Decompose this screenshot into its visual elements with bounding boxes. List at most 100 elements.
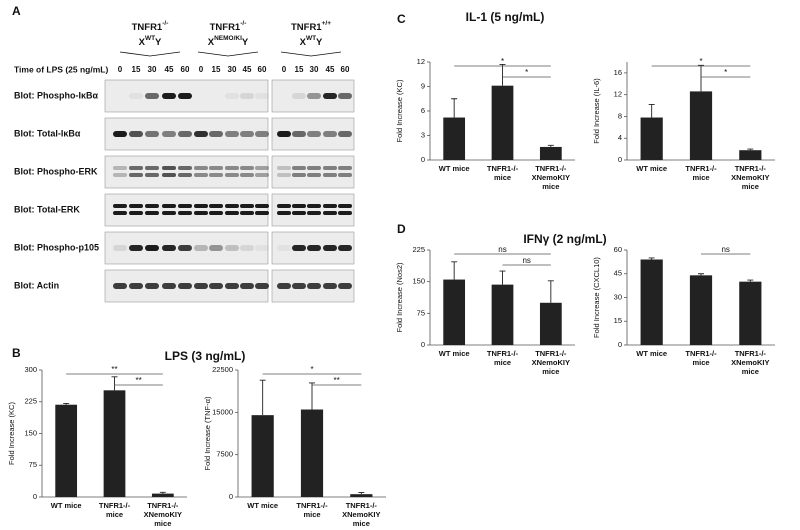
header-brace (280, 51, 342, 57)
blot-band (209, 211, 223, 215)
y-tick-label: 0 (33, 492, 37, 501)
category-label: WT mice (636, 349, 668, 358)
bar (103, 390, 126, 497)
error-bar (747, 279, 754, 282)
blot-band (307, 283, 321, 289)
error-bar (747, 148, 754, 151)
blot-band (307, 131, 321, 137)
time-tick: 0 (118, 65, 123, 74)
blot-label: Blot: Actin (14, 280, 59, 290)
blot-band (194, 166, 208, 170)
group-header: TNFR1+/+ (291, 20, 331, 33)
bar (539, 146, 562, 160)
blot-band (162, 211, 176, 215)
blot-band (129, 166, 143, 170)
blot-band (209, 245, 223, 251)
bar (151, 493, 174, 497)
y-tick-label: 9 (421, 81, 425, 90)
blot-box (104, 193, 269, 227)
y-tick-label: 12 (614, 90, 622, 99)
header-brace (119, 51, 181, 57)
significance-label: ns (721, 245, 729, 254)
y-tick-label: 15 (614, 316, 622, 325)
time-tick: 0 (282, 65, 287, 74)
blot-band (240, 166, 254, 170)
blot-label: Blot: Phospho-ERK (14, 166, 98, 176)
blot-band (277, 131, 291, 137)
panel-label: A (12, 4, 21, 18)
blot-band (292, 173, 306, 177)
group-header: XNEMO/KIY (208, 35, 249, 48)
blot-band (162, 173, 176, 177)
bar (350, 494, 373, 497)
blot-box (104, 155, 269, 189)
y-tick-label: 225 (412, 245, 425, 254)
x-tick-label: TNFR1-/-XNemoKIY mice (342, 501, 381, 528)
y-tick-label: 12 (417, 57, 425, 66)
x-tick-label: TNFR1-/-XNemoKIY mice (532, 349, 570, 376)
blot-band (292, 245, 306, 251)
category-label: TNFR1-/-XNemoKIY mice (342, 501, 381, 528)
bar (739, 150, 762, 160)
bar (539, 302, 562, 345)
y-tick-label: 6 (421, 106, 425, 115)
blot-band (162, 283, 176, 289)
blot-band (240, 245, 254, 251)
bar (251, 415, 274, 497)
blot-band (225, 131, 239, 137)
significance-label: ns (498, 245, 506, 254)
blot-band (113, 131, 127, 137)
blot-band (277, 283, 291, 289)
blot-band (162, 166, 176, 170)
time-tick: 15 (212, 65, 221, 74)
blot-band (277, 204, 291, 208)
category-label: TNFR1-/- mice (98, 501, 131, 519)
x-tick-label: TNFR1-/-XNemoKIY mice (731, 164, 769, 191)
blot-box (271, 193, 355, 227)
error-bar (451, 261, 458, 280)
blot-band (292, 283, 306, 289)
header-text: Y (242, 37, 249, 48)
x-tick-label: WT mice (636, 164, 667, 173)
error-bar (499, 64, 506, 86)
significance-label: ** (136, 376, 142, 385)
x-tick-label: WT mice (438, 349, 470, 358)
blot-band (277, 245, 291, 251)
blot-band (255, 93, 269, 99)
blot-band (307, 93, 321, 99)
y-axis-label: Fold Increase (CXCL10) (592, 257, 601, 338)
y-axis-label: Fold Increase (KC) (7, 402, 16, 465)
time-tick: 45 (326, 65, 335, 74)
y-tick-label: 225 (24, 397, 37, 406)
x-tick-label: TNFR1-/- mice (487, 164, 518, 182)
blot-band (240, 131, 254, 137)
category-label: WT mice (50, 501, 82, 510)
y-tick-label: 4 (618, 133, 622, 142)
header-text: TNFR1 (132, 22, 163, 33)
category-label: WT mice (247, 501, 279, 510)
blot-band (338, 204, 352, 208)
y-tick-label: 8 (618, 111, 622, 120)
blot-label: Blot: Phospho-p105 (14, 242, 99, 252)
category-label: WT mice (438, 349, 470, 358)
x-tick-label: TNFR1-/-XNemoKIY mice (731, 349, 769, 376)
blot-label: Blot: Total-IκBα (14, 128, 81, 138)
blot-band (209, 283, 223, 289)
blot-band (240, 204, 254, 208)
y-tick-label: 75 (417, 308, 425, 317)
blot-band (113, 211, 127, 215)
blot-band (162, 131, 176, 137)
significance-label: ns (522, 256, 530, 265)
blot-band (255, 211, 269, 215)
blot-band (225, 283, 239, 289)
blot-band (113, 283, 127, 289)
blot-band (178, 93, 192, 99)
blot-band (338, 93, 352, 99)
error-bar (358, 492, 365, 495)
blot-band (307, 166, 321, 170)
blot-band (129, 283, 143, 289)
y-tick-label: 7500 (216, 450, 233, 459)
blot-band (292, 204, 306, 208)
y-tick-label: 300 (24, 365, 37, 374)
